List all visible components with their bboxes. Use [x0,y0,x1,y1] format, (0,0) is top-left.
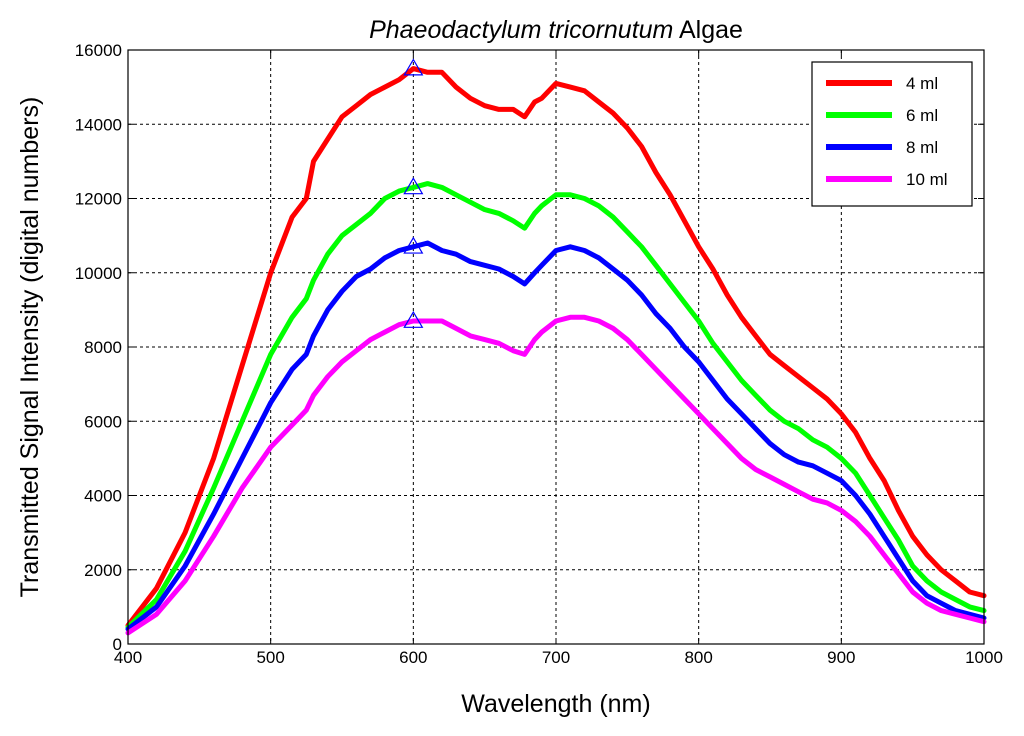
series-line-4-ml [125,66,987,628]
y-tick-label: 0 [113,635,122,654]
peak-markers [403,58,424,328]
y-axis-label: Transmitted Signal Intensity (digital nu… [16,97,44,598]
y-tick-label: 14000 [75,115,122,134]
legend: 4 ml 6 ml 8 ml 10 ml [811,61,973,207]
legend-label: 6 ml [906,106,938,125]
x-tick-label: 700 [542,648,570,667]
axis-ticks: 400 500 600 700 800 900 1000020004000600080001… [75,41,1003,667]
series-group [125,66,987,636]
peak-marker [403,58,424,76]
y-tick-label: 6000 [84,412,122,431]
x-axis-label: Wavelength (nm) [461,690,650,718]
series-line-10-ml [125,314,987,636]
y-tick-label: 10000 [75,264,122,283]
y-tick-label: 16000 [75,41,122,60]
peak-marker [403,177,424,195]
y-tick-label: 2000 [84,561,122,580]
series-line-8-ml [125,240,987,632]
peak-marker [403,310,424,328]
x-tick-label: 1000 [965,648,1003,667]
x-tick-label: 800 [684,648,712,667]
x-tick-label: 500 [256,648,284,667]
grid [128,50,984,644]
peak-marker [403,236,424,254]
y-tick-label: 4000 [84,487,122,506]
legend-label: 8 ml [906,138,938,157]
y-tick-label: 12000 [75,190,122,209]
x-tick-label: 400 [114,648,142,667]
chart-title-rest: Algae [679,16,743,44]
x-tick-label: 600 [399,648,427,667]
legend-label: 4 ml [906,74,938,93]
y-tick-label: 8000 [84,338,122,357]
x-tick-label: 900 [827,648,855,667]
series-line-6-ml [125,181,987,630]
legend-label: 10 ml [906,170,948,189]
chart-title: Phaeodactylum tricornutum Algae [369,16,743,44]
